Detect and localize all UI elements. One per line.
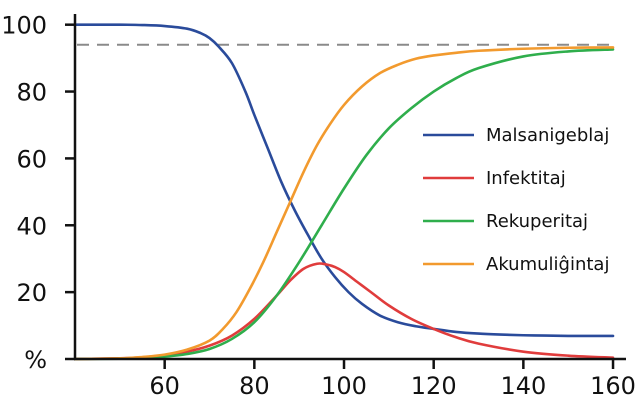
- x-tick-label: 160: [590, 372, 636, 400]
- x-tick-label: 120: [411, 372, 457, 400]
- series-line-malsanigeblaj: [73, 23, 615, 338]
- x-tick-label: 100: [321, 372, 367, 400]
- legend-label: Akumuliĝintaj: [486, 254, 609, 275]
- legend-label: Infektitaj: [486, 168, 566, 189]
- legend-label: Malsanigeblaj: [486, 125, 609, 146]
- series-line-akumuliĝintaj: [73, 46, 615, 361]
- y-tick-label: 60: [16, 145, 47, 173]
- y-axis-label: %: [24, 346, 47, 374]
- legend-label: Rekuperitaj: [486, 211, 588, 232]
- series-line-infektitaj: [73, 262, 615, 361]
- series-line-rekuperitaj: [73, 48, 615, 361]
- x-tick-label: 140: [500, 372, 546, 400]
- x-tick-label: 80: [239, 372, 270, 400]
- y-tick-label: 80: [16, 79, 47, 107]
- x-tick-label: 60: [149, 372, 180, 400]
- y-tick-label: 100: [1, 12, 47, 40]
- y-tick-label: 40: [16, 212, 47, 240]
- y-tick-label: 20: [16, 279, 47, 307]
